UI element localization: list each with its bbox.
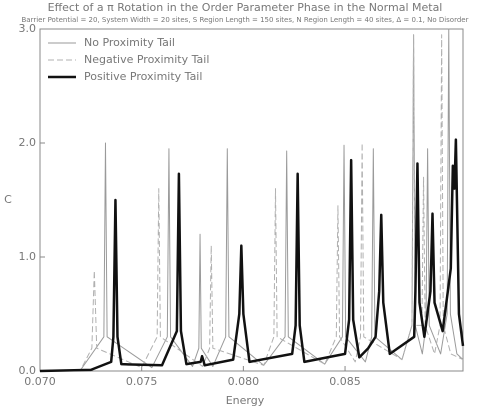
y-tick-label: 2.0 bbox=[19, 136, 37, 149]
x-tick-label: 0.075 bbox=[126, 375, 158, 388]
series-line bbox=[39, 34, 464, 372]
y-tick-label: 0.0 bbox=[19, 364, 37, 377]
x-tick-label: 0.085 bbox=[329, 375, 361, 388]
legend-label: Negative Proximity Tail bbox=[84, 53, 209, 66]
series-line bbox=[39, 138, 465, 373]
chart-title: Effect of a π Rotation in the Order Para… bbox=[48, 1, 443, 14]
y-tick-label: 3.0 bbox=[19, 22, 37, 35]
x-tick-label: 0.080 bbox=[228, 375, 260, 388]
x-tick-label: 0.070 bbox=[24, 375, 56, 388]
chart-subtitle: Barrier Potential = 20, System Width = 2… bbox=[22, 16, 469, 24]
plot-frame bbox=[39, 28, 464, 372]
series-line bbox=[39, 28, 464, 372]
y-tick-label: 1.0 bbox=[19, 250, 37, 263]
y-axis-label: C bbox=[4, 193, 12, 206]
legend-label: Positive Proximity Tail bbox=[84, 70, 202, 83]
x-axis-label: Energy bbox=[226, 394, 265, 407]
legend-label: No Proximity Tail bbox=[84, 36, 175, 49]
